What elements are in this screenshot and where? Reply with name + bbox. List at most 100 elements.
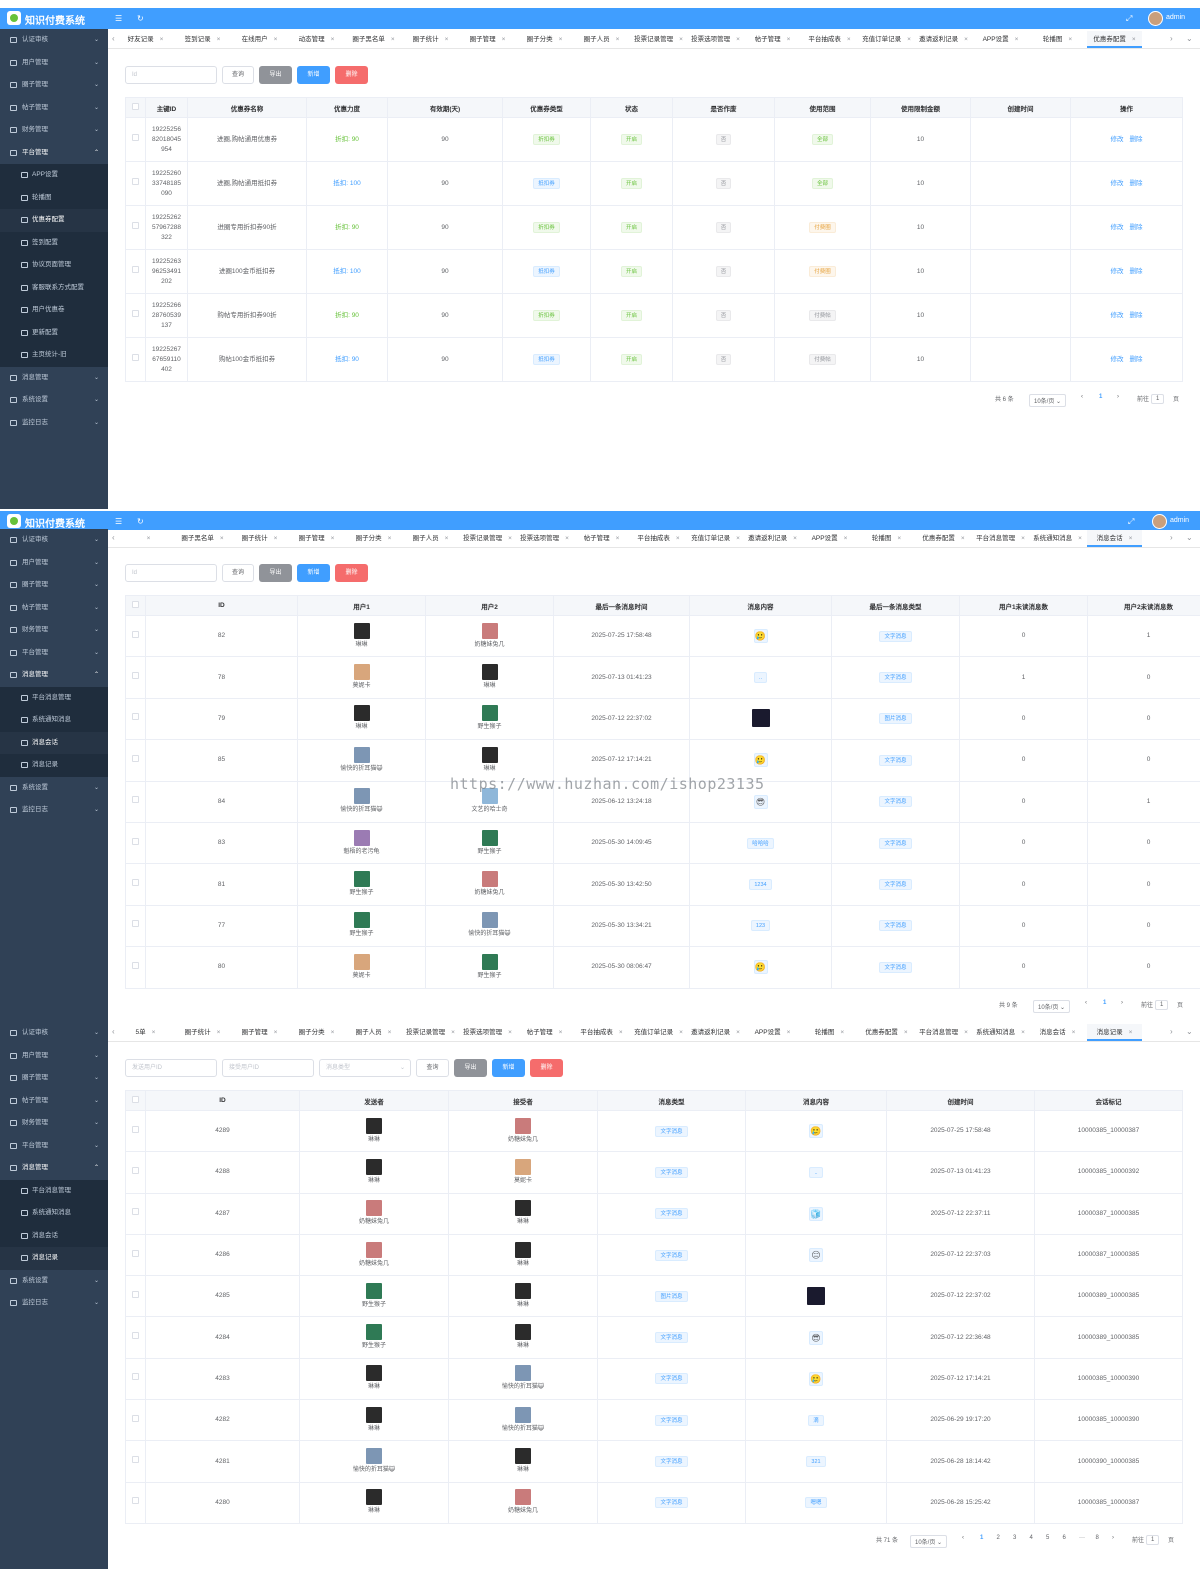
close-icon[interactable]: × xyxy=(843,535,848,542)
tabs-scroll-right-icon[interactable]: › xyxy=(1170,533,1173,542)
tabs-menu-chevron-icon[interactable]: ⌄ xyxy=(1186,533,1193,542)
close-icon[interactable]: × xyxy=(840,1029,845,1036)
sidebar-item[interactable]: 用户管理 ⌄ xyxy=(0,1045,108,1068)
tab-item[interactable]: 邀请返利记录 × xyxy=(688,1024,743,1041)
close-icon[interactable]: × xyxy=(907,36,911,43)
user-name[interactable]: admin xyxy=(1170,517,1190,524)
close-icon[interactable]: × xyxy=(558,1029,563,1036)
close-icon[interactable]: × xyxy=(736,1029,740,1036)
edit-link[interactable]: 修改 xyxy=(1110,355,1124,363)
page-number[interactable]: 8 xyxy=(1095,1535,1099,1541)
tab-item[interactable]: 投票选项管理 × xyxy=(517,530,572,547)
user-avatar[interactable] xyxy=(1152,514,1167,529)
tab-item[interactable]: 消息会话 × xyxy=(1030,1024,1085,1041)
close-icon[interactable]: × xyxy=(615,36,620,43)
tab-item[interactable]: 投票选项管理 × xyxy=(688,31,743,48)
close-icon[interactable]: × xyxy=(960,535,965,542)
sidebar-item[interactable]: 圈子管理 ⌄ xyxy=(0,574,108,597)
row-checkbox[interactable] xyxy=(132,178,139,185)
select-all-checkbox[interactable] xyxy=(132,601,139,608)
close-icon[interactable]: × xyxy=(1071,1029,1076,1036)
close-icon[interactable]: × xyxy=(330,535,335,542)
export-button[interactable]: 导出 xyxy=(259,66,292,84)
tab-item[interactable]: 系统通知消息 × xyxy=(1030,530,1085,547)
row-checkbox[interactable] xyxy=(132,1497,139,1505)
tab-item[interactable]: 平台抽成表 × xyxy=(574,1024,629,1041)
sidebar-item[interactable]: 认证审核 ⌄ xyxy=(0,29,108,52)
close-icon[interactable]: × xyxy=(508,535,512,542)
page-size-select[interactable]: 10条/页 ⌄ xyxy=(1029,394,1067,407)
row-checkbox[interactable] xyxy=(132,1208,139,1216)
row-checkbox[interactable] xyxy=(132,796,139,804)
tab-item[interactable]: 充值订单记录 × xyxy=(631,1024,686,1041)
close-icon[interactable]: × xyxy=(219,535,224,542)
close-icon[interactable]: × xyxy=(897,535,902,542)
delete-button[interactable]: 删除 xyxy=(335,564,368,582)
select-all-checkbox[interactable] xyxy=(132,1096,139,1103)
tab-item[interactable]: 系统通知消息 × xyxy=(973,1024,1028,1041)
sidebar-item[interactable]: 监控日志 ⌄ xyxy=(0,412,108,435)
row-checkbox[interactable] xyxy=(132,1373,139,1381)
sidebar-item[interactable]: 财务管理 ⌄ xyxy=(0,119,108,142)
row-checkbox[interactable] xyxy=(132,134,139,141)
id-filter-input[interactable]: Id xyxy=(125,66,217,84)
tabs-scroll-right-icon[interactable]: › xyxy=(1170,34,1173,43)
row-checkbox[interactable] xyxy=(132,713,139,721)
tab-item[interactable]: 轮播图 × xyxy=(802,1024,857,1041)
row-checkbox[interactable] xyxy=(132,1456,139,1464)
close-icon[interactable]: × xyxy=(1068,36,1073,43)
fullscreen-icon[interactable]: ⤢ xyxy=(1126,14,1133,23)
tab-item[interactable]: 优惠券配置 × xyxy=(1087,31,1142,48)
tab-item[interactable]: 投票记录管理 × xyxy=(460,530,515,547)
tab-item[interactable]: 帖子管理 × xyxy=(574,530,629,547)
close-icon[interactable]: × xyxy=(675,535,680,542)
page-number[interactable]: 4 xyxy=(1029,1535,1033,1541)
row-checkbox[interactable] xyxy=(132,879,139,887)
tabs-scroll-left-icon[interactable]: ‹ xyxy=(112,1027,115,1036)
query-button[interactable]: 查询 xyxy=(416,1059,449,1077)
tab-item[interactable]: 投票记录管理 × xyxy=(631,31,686,48)
query-button[interactable]: 查询 xyxy=(222,66,254,84)
tab-item[interactable]: × xyxy=(118,530,173,547)
edit-link[interactable]: 修改 xyxy=(1110,179,1124,187)
sidebar-item[interactable]: 帖子管理 ⌄ xyxy=(0,597,108,620)
fullscreen-icon[interactable]: ⤢ xyxy=(1128,517,1135,526)
close-icon[interactable]: × xyxy=(565,535,569,542)
sidebar-item[interactable]: 协议页面管理 xyxy=(0,254,108,277)
tabs-menu-chevron-icon[interactable]: ⌄ xyxy=(1186,34,1193,43)
sidebar-item[interactable]: 轮播图 xyxy=(0,186,108,209)
sidebar-item[interactable]: 认证审核 ⌄ xyxy=(0,529,108,552)
sidebar-item[interactable]: 用户管理 ⌄ xyxy=(0,52,108,75)
sidebar-item[interactable]: 圈子管理 ⌄ xyxy=(0,74,108,97)
row-checkbox[interactable] xyxy=(132,1414,139,1422)
close-icon[interactable]: × xyxy=(1021,1029,1025,1036)
close-icon[interactable]: × xyxy=(387,535,392,542)
menu-fold-icon[interactable]: ☰ xyxy=(115,517,123,526)
tab-item[interactable]: 圈子人员 × xyxy=(574,31,629,48)
row-checkbox[interactable] xyxy=(132,754,139,762)
row-checkbox[interactable] xyxy=(132,837,139,845)
add-button[interactable]: 新增 xyxy=(297,564,330,582)
row-checkbox[interactable] xyxy=(132,266,139,273)
sidebar-item[interactable]: 消息会话 xyxy=(0,731,108,754)
tab-item[interactable]: 圈子黑名单 × xyxy=(175,530,230,547)
message-type-select[interactable]: 消息类型 ⌄ xyxy=(319,1059,411,1077)
next-page-icon[interactable]: › xyxy=(1117,394,1119,400)
close-icon[interactable]: × xyxy=(736,36,740,43)
close-icon[interactable]: × xyxy=(273,1029,278,1036)
delete-link[interactable]: 删除 xyxy=(1129,179,1143,187)
sidebar-item[interactable]: 签到配置 xyxy=(0,231,108,254)
close-icon[interactable]: × xyxy=(146,535,151,542)
close-icon[interactable]: × xyxy=(444,36,449,43)
close-icon[interactable]: × xyxy=(1131,36,1136,43)
delete-button[interactable]: 删除 xyxy=(335,66,368,84)
close-icon[interactable]: × xyxy=(273,535,278,542)
page-number[interactable]: ··· xyxy=(1079,1535,1085,1541)
tab-item[interactable]: 帖子管理 × xyxy=(517,1024,572,1041)
tab-item[interactable]: 圈子分类 × xyxy=(289,1024,344,1041)
tab-item[interactable]: 圈子统计 × xyxy=(175,1024,230,1041)
row-checkbox[interactable] xyxy=(132,1166,139,1174)
edit-link[interactable]: 修改 xyxy=(1110,223,1124,231)
sender-id-input[interactable]: 发送用户ID xyxy=(125,1059,217,1077)
tab-item[interactable]: 轮播图 × xyxy=(859,530,914,547)
